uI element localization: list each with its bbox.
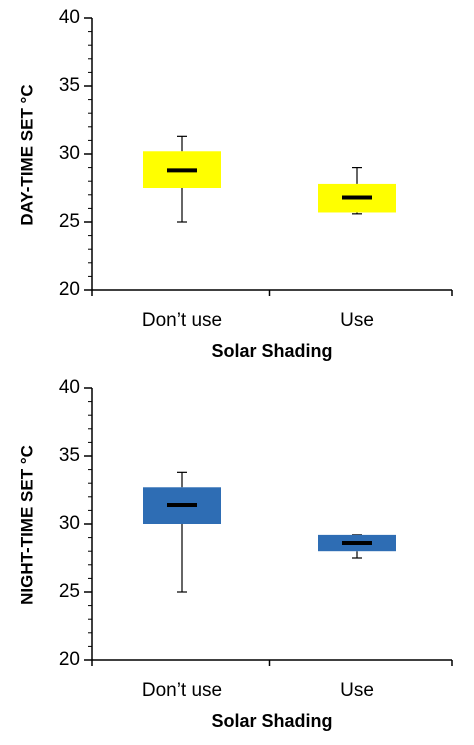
x-axis-title: Solar Shading: [211, 711, 332, 731]
y-axis-title: NIGHT-TIME SET °C: [17, 445, 36, 605]
x-category-label: Don’t use: [142, 680, 222, 701]
x-category-label: Don’t use: [142, 310, 222, 331]
x-category-label: Use: [340, 310, 374, 331]
x-category-label: Use: [340, 680, 374, 701]
y-tick-label: 30: [59, 143, 80, 164]
y-tick-label: 35: [59, 445, 80, 466]
y-tick-label: 40: [59, 377, 80, 398]
x-axis-title: Solar Shading: [211, 341, 332, 361]
y-tick-label: 20: [59, 649, 80, 670]
y-tick-label: 25: [59, 581, 80, 602]
y-tick-label: 20: [59, 279, 80, 300]
y-tick-label: 40: [59, 7, 80, 28]
day-time-box-chart: DAY-TIME SET °C Solar Shading 20 25 30 35 40…: [17, 7, 453, 361]
night-time-box-chart: NIGHT-TIME SET °C Solar Shading 20 25 30 35…: [17, 377, 453, 731]
y-axis-title: DAY-TIME SET °C: [17, 84, 36, 225]
y-tick-label: 35: [59, 75, 80, 96]
y-tick-label: 30: [59, 513, 80, 534]
y-tick-label: 25: [59, 211, 80, 232]
